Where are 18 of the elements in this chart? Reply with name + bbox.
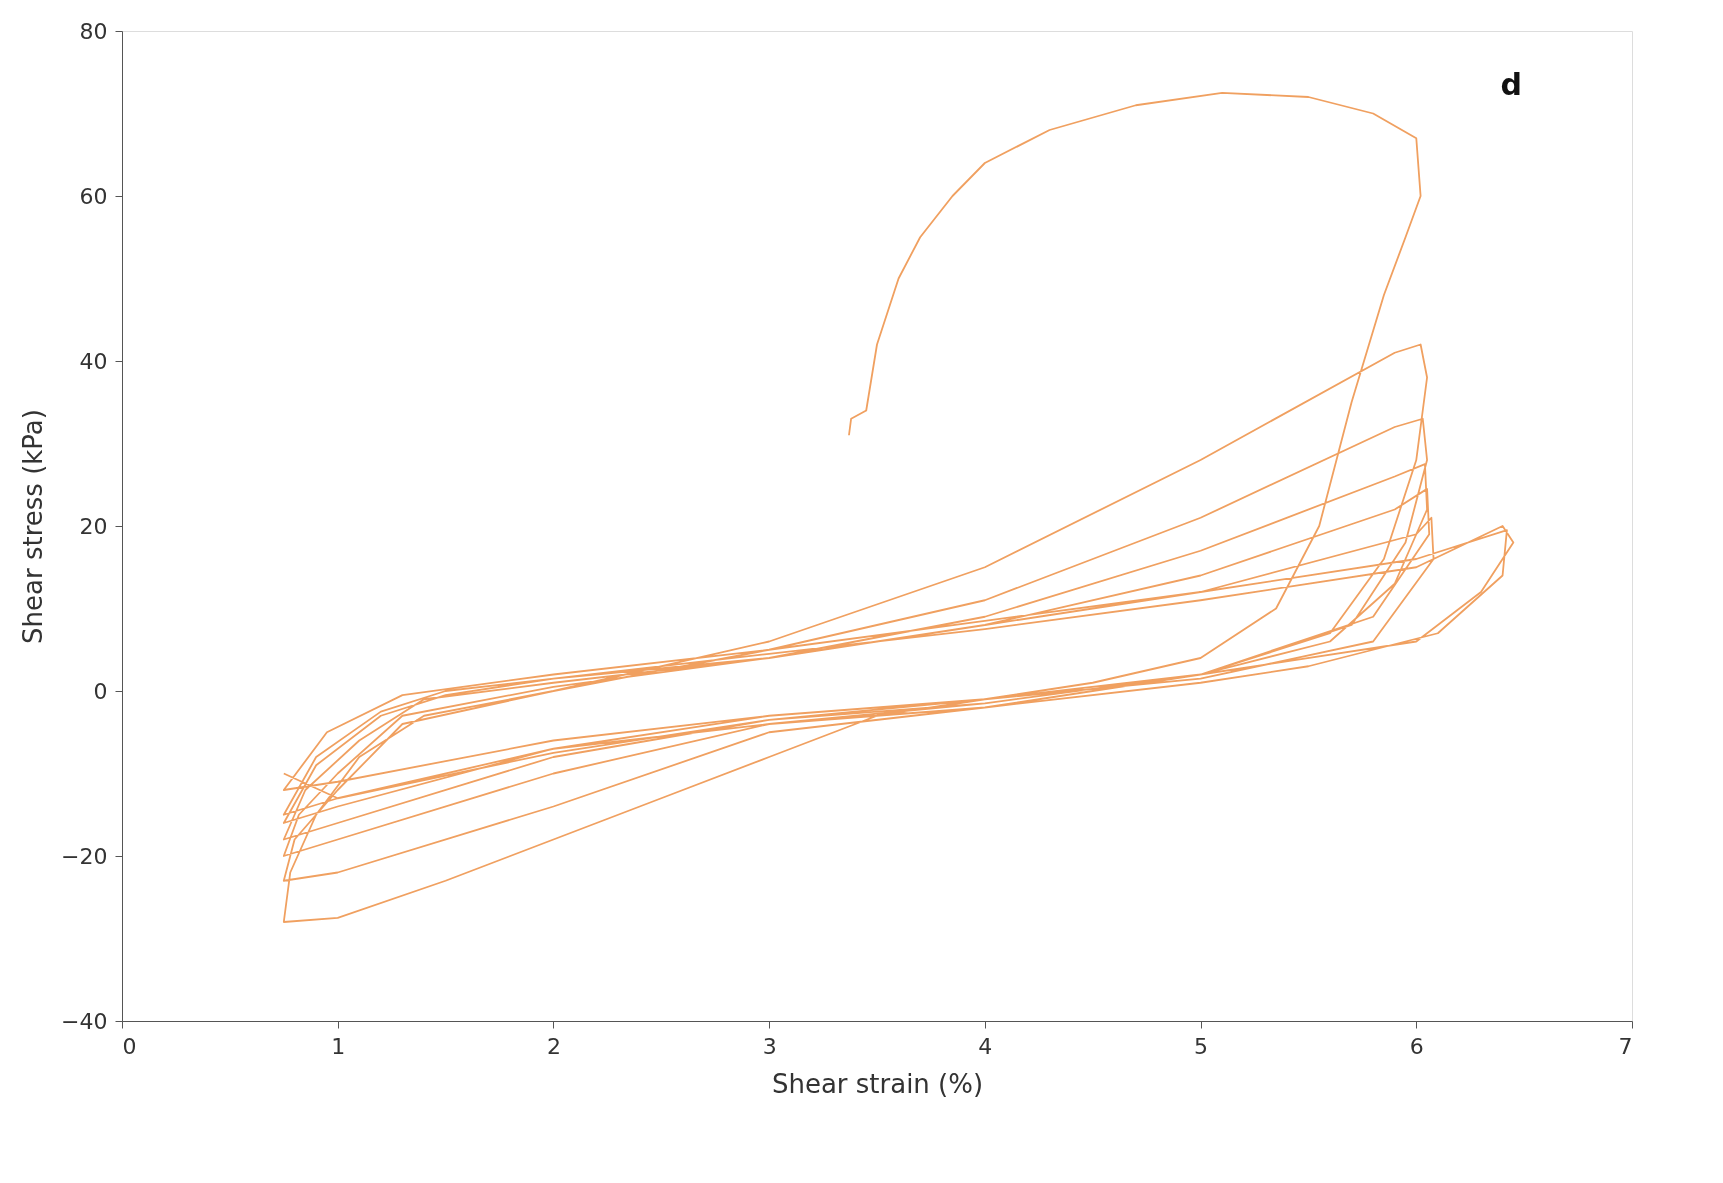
x-axis-title: Shear strain (%) (771, 1068, 984, 1099)
x-tick-label: 6 (1409, 1033, 1424, 1059)
y-tick-label: 0 (93, 678, 108, 704)
x-tick-label: 7 (1618, 1033, 1633, 1059)
x-tick-label: 4 (978, 1033, 993, 1059)
y-axis-title: Shear stress (kPa) (18, 409, 49, 644)
y-tick-label: 40 (79, 348, 108, 374)
y-tick-label: −40 (61, 1008, 108, 1034)
x-tick-label: 3 (762, 1033, 777, 1059)
y-tick-label: 20 (79, 513, 108, 539)
annotation: d (1500, 67, 1522, 102)
x-tick-label: 1 (331, 1033, 346, 1059)
y-tick-label: 60 (79, 183, 108, 209)
y-tick-label: 80 (79, 18, 108, 44)
x-tick-label: 5 (1194, 1033, 1209, 1059)
y-tick-label: −20 (61, 843, 108, 869)
x-tick-label: 2 (546, 1033, 561, 1059)
x-tick-label: 0 (122, 1033, 137, 1059)
